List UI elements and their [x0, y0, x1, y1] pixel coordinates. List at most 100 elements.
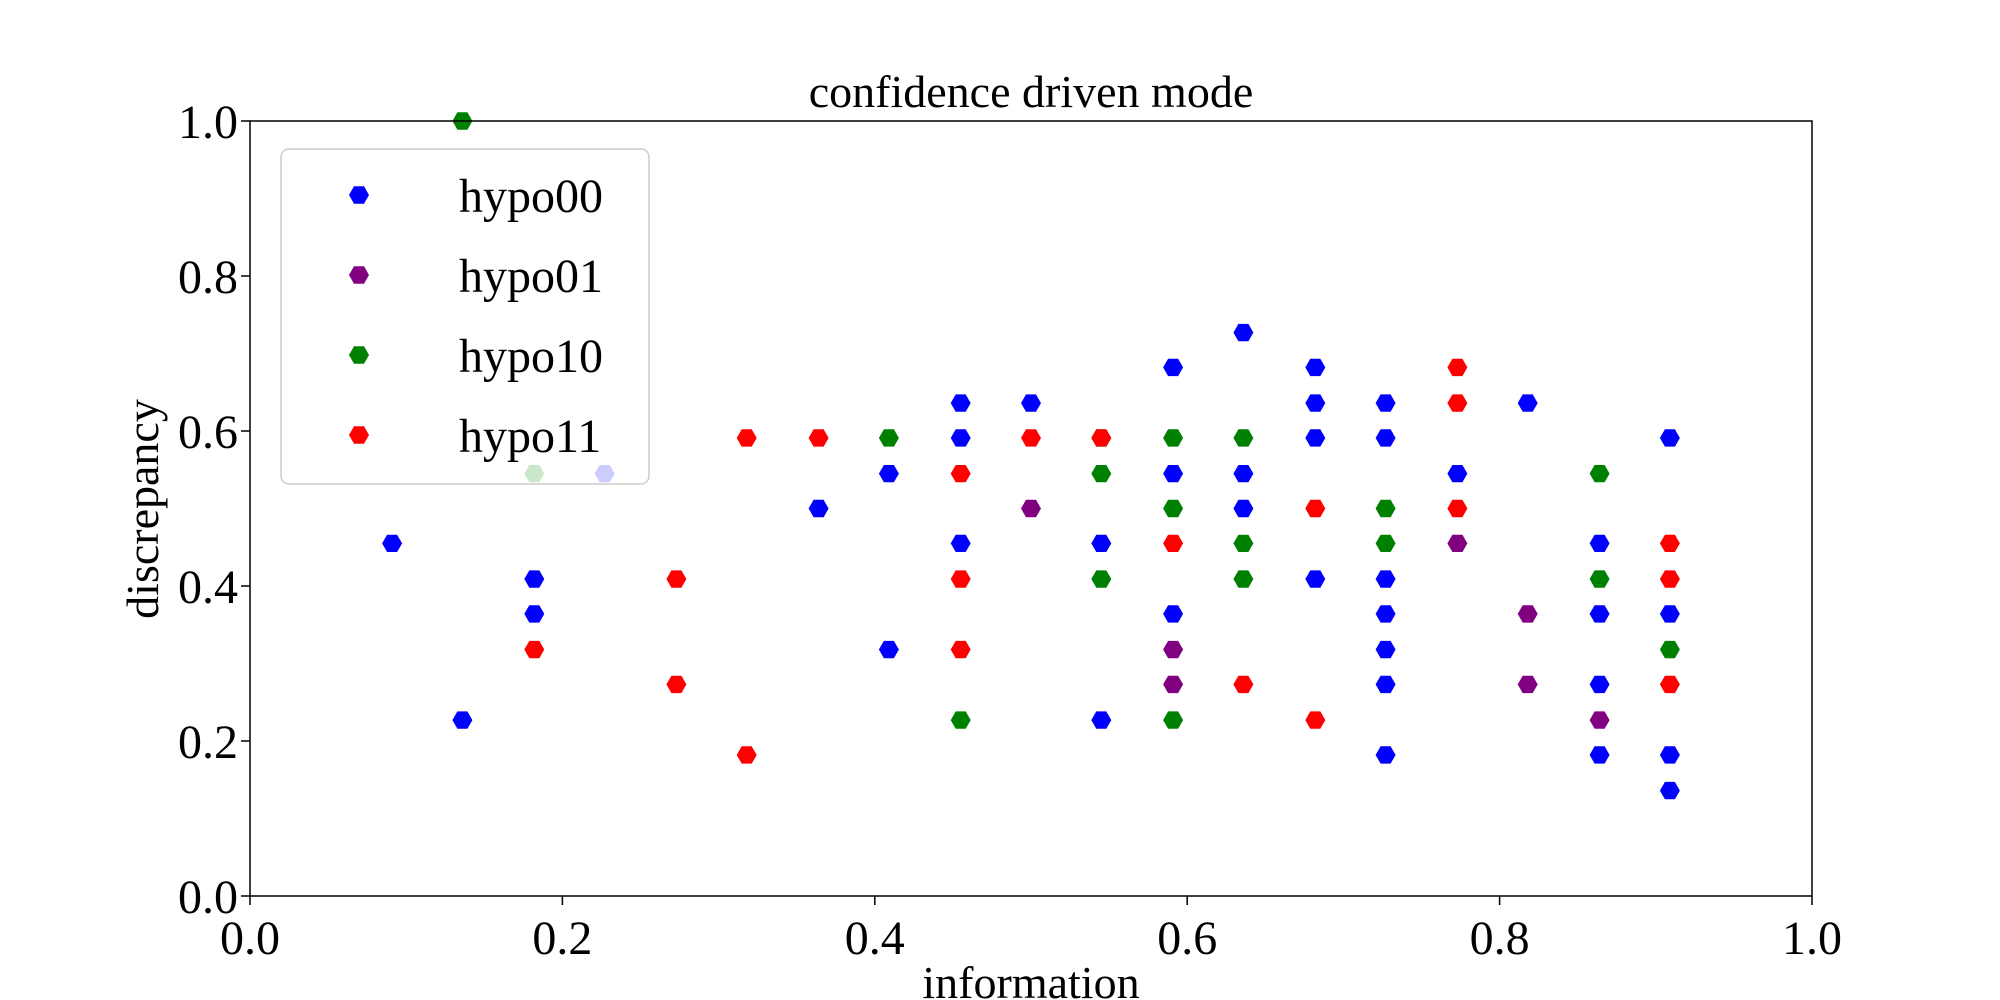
data-point [1447, 465, 1468, 483]
data-point [878, 640, 899, 659]
data-point [1305, 499, 1326, 518]
data-point [1091, 711, 1112, 729]
data-point [1517, 675, 1538, 694]
data-point [1659, 429, 1680, 447]
data-point [1375, 534, 1396, 552]
data-point [1659, 746, 1680, 764]
y-tick-label: 0.4 [178, 561, 238, 614]
data-point [452, 711, 473, 729]
plot-frame [249, 120, 1813, 897]
legend-label: hypo01 [459, 250, 603, 303]
data-point [1589, 570, 1610, 588]
data-point [808, 499, 829, 518]
legend-marker [349, 266, 369, 284]
x-tick-label: 1.0 [1782, 912, 1842, 965]
x-tick-label: 0.8 [1470, 912, 1530, 965]
data-point [1375, 429, 1396, 447]
data-point [1589, 534, 1610, 552]
data-point [1091, 570, 1112, 588]
x-axis-label: information [922, 957, 1139, 1000]
data-point [1021, 429, 1041, 447]
y-tick-label: 0.0 [178, 871, 238, 924]
legend-marker [349, 186, 369, 204]
data-point [1091, 465, 1112, 483]
data-point [1447, 499, 1468, 518]
data-point [1589, 465, 1610, 483]
data-point [1375, 675, 1396, 694]
data-point [1233, 499, 1254, 518]
y-tick-label: 1.0 [178, 96, 238, 149]
legend-items: hypo00 hypo01 hypo10 hypo11 [349, 170, 603, 463]
data-point [1659, 570, 1680, 588]
data-point [1305, 394, 1326, 412]
legend-marker [349, 346, 369, 364]
x-tick-label: 0.4 [845, 912, 905, 965]
data-point [1163, 465, 1184, 483]
data-point [1659, 781, 1680, 800]
legend-item-hypo01: hypo01 [349, 250, 603, 303]
data-point [950, 394, 971, 412]
data-point [950, 640, 971, 659]
data-point [1163, 534, 1184, 552]
data-point [878, 429, 899, 447]
legend-marker [349, 426, 369, 444]
legend-item-hypo00: hypo00 [349, 170, 603, 223]
x-tick-label: 0.0 [220, 912, 280, 965]
data-point [1163, 711, 1184, 729]
data-point [1589, 711, 1610, 729]
data-point [382, 534, 403, 552]
data-point [1233, 323, 1254, 342]
data-point [524, 605, 545, 623]
data-point [808, 429, 829, 447]
data-point [736, 746, 757, 764]
data-point [1375, 499, 1396, 518]
legend-label: hypo10 [459, 330, 603, 383]
data-point [1163, 605, 1184, 623]
x-tick-label: 0.2 [532, 912, 592, 965]
data-point [1163, 429, 1184, 447]
data-point [1091, 429, 1112, 447]
data-point [1233, 675, 1254, 694]
points-layer [382, 112, 1680, 800]
data-point [1447, 358, 1468, 377]
x-tick-label: 0.6 [1157, 912, 1217, 965]
data-point [950, 534, 971, 552]
data-point [1305, 711, 1326, 729]
data-point [1021, 499, 1041, 518]
data-point [1659, 675, 1680, 694]
chart-title: confidence driven mode [809, 66, 1253, 117]
data-point [1091, 534, 1112, 552]
data-point [1233, 429, 1254, 447]
y-tick-label: 0.6 [178, 406, 238, 459]
data-point [1659, 534, 1680, 552]
data-point [1659, 605, 1680, 623]
y-tick-label: 0.2 [178, 716, 238, 769]
data-point [1305, 358, 1326, 377]
y-axis-label: discrepancy [117, 399, 168, 619]
data-point [1447, 394, 1468, 412]
data-point [1233, 570, 1254, 588]
data-point [950, 711, 971, 729]
data-point [1659, 640, 1680, 659]
data-point [1233, 534, 1254, 552]
series-hypo01 [1021, 499, 1610, 729]
legend-label: hypo00 [459, 170, 603, 223]
data-point [1589, 675, 1610, 694]
legend-item-hypo11: hypo11 [349, 410, 601, 463]
data-point [1517, 605, 1538, 623]
data-point [950, 465, 971, 483]
data-point [1021, 394, 1041, 412]
data-point [1447, 534, 1468, 552]
data-point [666, 675, 687, 694]
data-point [950, 429, 971, 447]
data-point [1589, 605, 1610, 623]
data-point [1233, 465, 1254, 483]
data-point [1517, 394, 1538, 412]
data-point [1375, 570, 1396, 588]
data-point [878, 465, 899, 483]
data-point [736, 429, 757, 447]
y-axis-ticks: 0.0 0.2 0.4 0.6 0.8 1.0 [178, 96, 250, 924]
data-point [1375, 394, 1396, 412]
data-point [1305, 570, 1326, 588]
